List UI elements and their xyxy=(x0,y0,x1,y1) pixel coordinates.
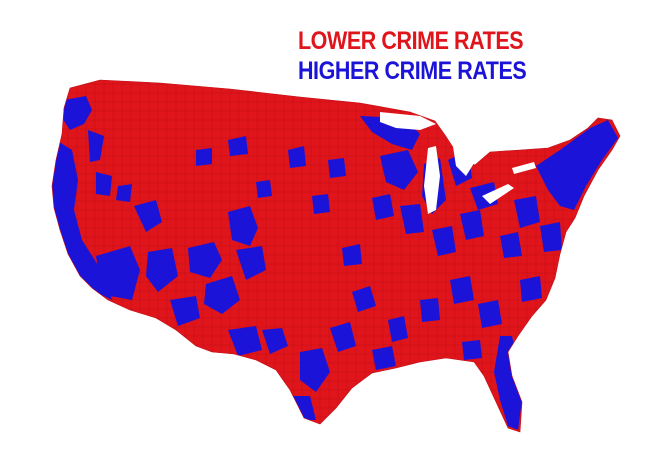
legend-lower-crime-rates: LOWER CRIME RATES xyxy=(297,27,524,55)
higher-crime-areas xyxy=(52,96,618,430)
lake-michigan xyxy=(424,146,440,214)
lake-superior xyxy=(380,112,436,130)
lake-huron xyxy=(452,140,476,176)
us-outline xyxy=(51,79,621,433)
great-lakes xyxy=(380,112,536,214)
legend-higher-crime-rates: HIGHER CRIME RATES xyxy=(297,57,527,85)
lake-erie xyxy=(482,184,514,204)
map-legend: LOWER CRIME RATES HIGHER CRIME RATES xyxy=(282,26,527,86)
lake-ontario xyxy=(512,162,536,174)
